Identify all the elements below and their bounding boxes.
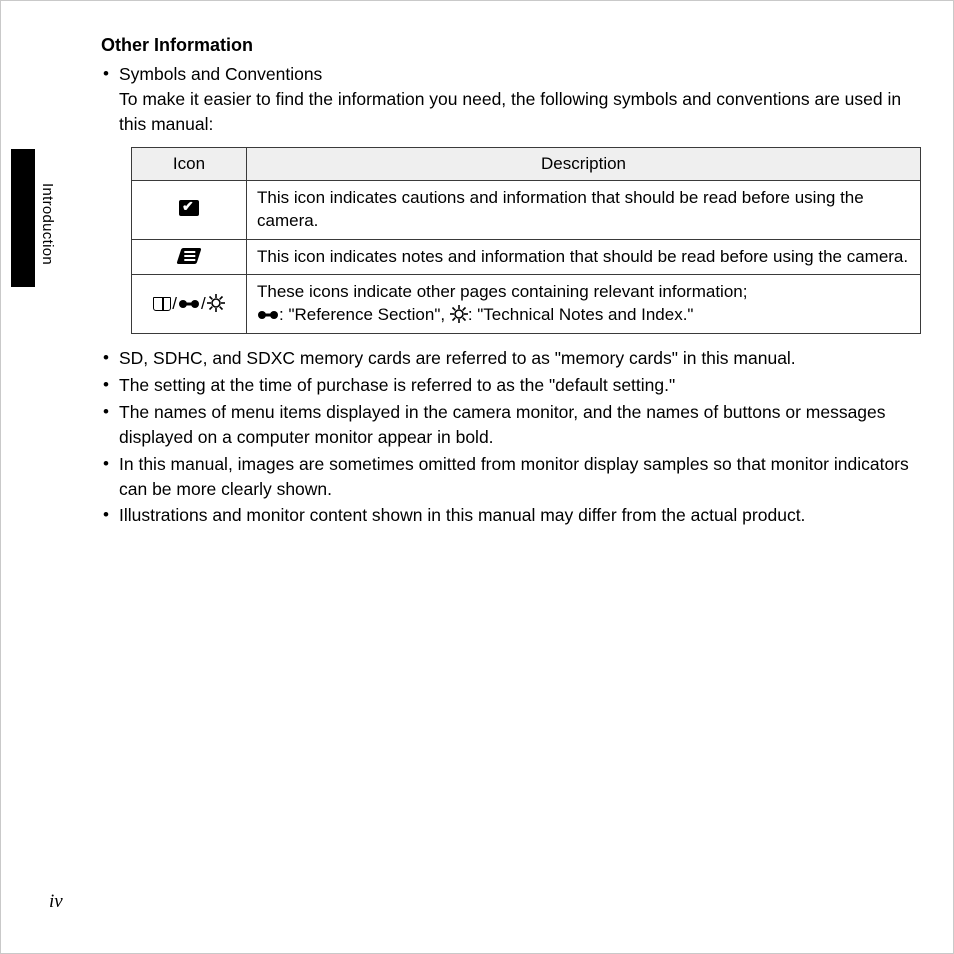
table-row: // These icons indicate other pages cont… bbox=[132, 275, 921, 334]
book-icon bbox=[153, 297, 171, 311]
caution-icon-cell bbox=[132, 180, 247, 239]
caution-desc: This icon indicates cautions and informa… bbox=[247, 180, 921, 239]
section-tab bbox=[11, 149, 35, 287]
top-list: Symbols and Conventions To make it easie… bbox=[101, 62, 913, 528]
table-row: This icon indicates notes and informatio… bbox=[132, 239, 921, 275]
page-content: Other Information Symbols and Convention… bbox=[101, 35, 913, 530]
note-desc: This icon indicates notes and informatio… bbox=[247, 239, 921, 275]
ref-label: : "Reference Section", bbox=[279, 305, 450, 324]
reference-desc-line1: These icons indicate other pages contain… bbox=[257, 282, 747, 301]
intro-list-item: Symbols and Conventions To make it easie… bbox=[119, 62, 913, 334]
reference-section-icon bbox=[178, 297, 200, 311]
note-icon-cell bbox=[132, 239, 247, 275]
col-icon: Icon bbox=[132, 147, 247, 180]
col-description: Description bbox=[247, 147, 921, 180]
caution-icon bbox=[179, 200, 199, 216]
table-row: This icon indicates cautions and informa… bbox=[132, 180, 921, 239]
tech-label: : "Technical Notes and Index." bbox=[468, 305, 694, 324]
table-header-row: Icon Description bbox=[132, 147, 921, 180]
note-icon bbox=[176, 248, 201, 264]
reference-icons-cell: // bbox=[132, 275, 247, 334]
section-label: Introduction bbox=[39, 183, 56, 265]
technical-notes-icon bbox=[207, 294, 225, 312]
manual-page: Introduction Other Information Symbols a… bbox=[0, 0, 954, 954]
list-item: In this manual, images are sometimes omi… bbox=[119, 452, 913, 502]
page-number: iv bbox=[49, 891, 63, 913]
section-heading: Other Information bbox=[101, 35, 913, 56]
list-item: The setting at the time of purchase is r… bbox=[119, 373, 913, 398]
reference-section-icon bbox=[257, 308, 279, 322]
intro-body: To make it easier to find the informatio… bbox=[119, 87, 913, 137]
list-item: SD, SDHC, and SDXC memory cards are refe… bbox=[119, 346, 913, 371]
technical-notes-icon bbox=[450, 305, 468, 323]
intro-title: Symbols and Conventions bbox=[119, 64, 322, 84]
icon-description-table: Icon Description This icon indicates cau… bbox=[131, 147, 921, 335]
list-item: The names of menu items displayed in the… bbox=[119, 400, 913, 450]
list-item: Illustrations and monitor content shown … bbox=[119, 503, 913, 528]
reference-desc: These icons indicate other pages contain… bbox=[247, 275, 921, 334]
